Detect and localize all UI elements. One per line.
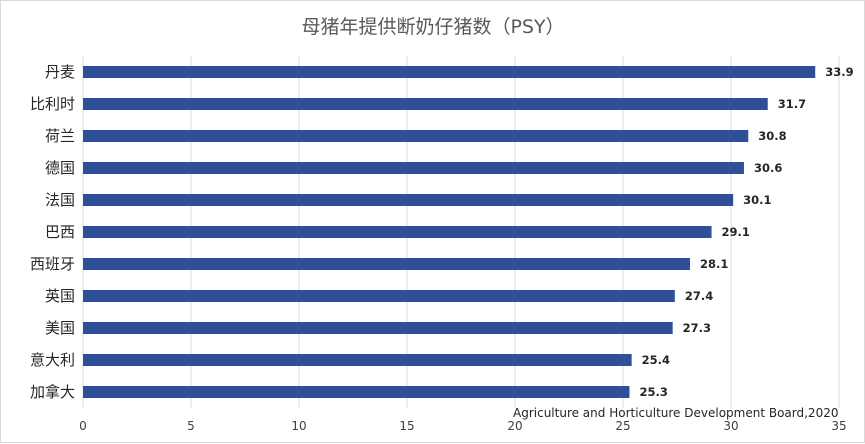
- value-label-0: 33.9: [825, 65, 853, 79]
- bar-6: [83, 258, 690, 270]
- category-label-8: 美国: [45, 319, 75, 337]
- value-label-8: 27.3: [683, 321, 711, 335]
- value-label-6: 28.1: [700, 257, 728, 271]
- category-label-4: 法国: [45, 191, 75, 209]
- category-label-9: 意大利: [30, 351, 75, 369]
- bar-7: [83, 290, 675, 302]
- bars: [83, 66, 816, 398]
- category-label-1: 比利时: [30, 95, 75, 113]
- value-label-1: 31.7: [778, 97, 806, 111]
- category-label-10: 加拿大: [30, 383, 75, 401]
- x-tick-label-20: 20: [507, 419, 522, 433]
- bar-1: [83, 98, 768, 110]
- bar-3: [83, 162, 744, 174]
- value-labels: 33.9 31.7 30.8 30.6 30.1 29.1 28.1 27.4 27.3 25.4…: [639, 65, 853, 399]
- value-label-7: 27.4: [685, 289, 713, 303]
- value-label-2: 30.8: [758, 129, 786, 143]
- x-tick-label-30: 30: [723, 419, 738, 433]
- x-tick-label-0: 0: [79, 419, 87, 433]
- value-label-4: 30.1: [743, 193, 771, 207]
- source-annotation: Agriculture and Horticulture Development…: [513, 406, 838, 420]
- x-tick-label-25: 25: [615, 419, 630, 433]
- category-label-7: 英国: [45, 287, 75, 305]
- bar-0: [83, 66, 816, 78]
- value-label-5: 29.1: [722, 225, 750, 239]
- bar-8: [83, 322, 673, 334]
- value-label-10: 25.3: [639, 385, 667, 399]
- category-label-2: 荷兰: [45, 127, 75, 145]
- category-label-6: 西班牙: [30, 255, 75, 273]
- x-tick-label-10: 10: [291, 419, 306, 433]
- category-label-5: 巴西: [45, 223, 75, 241]
- category-label-0: 丹麦: [45, 63, 75, 81]
- chart-title: 母猪年提供断奶仔猪数（PSY）: [301, 16, 564, 38]
- x-tick-labels: 0 5 10 15 20 25 30 35: [79, 419, 846, 433]
- value-label-3: 30.6: [754, 161, 782, 175]
- category-label-3: 德国: [45, 159, 75, 177]
- bar-9: [83, 354, 632, 366]
- bar-5: [83, 226, 712, 238]
- bar-2: [83, 130, 749, 142]
- x-tick-label-35: 35: [831, 419, 846, 433]
- bar-4: [83, 194, 734, 206]
- x-tick-label-5: 5: [187, 419, 195, 433]
- value-label-9: 25.4: [642, 353, 670, 367]
- bar-10: [83, 386, 630, 398]
- x-tick-label-15: 15: [399, 419, 414, 433]
